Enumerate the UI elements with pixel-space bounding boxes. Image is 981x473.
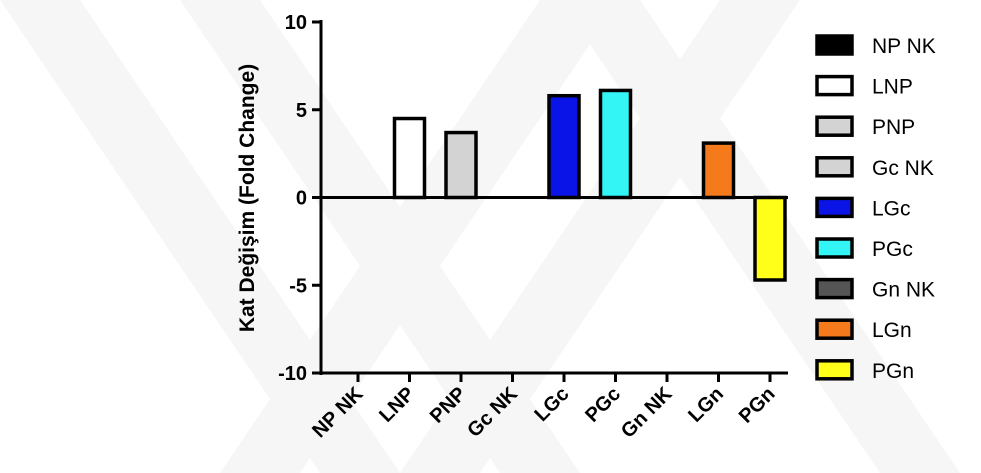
legend-label: LNP — [872, 76, 913, 99]
legend-swatch — [815, 237, 854, 259]
x-tick-label: LNP — [375, 383, 419, 427]
y-tick-label: 0 — [296, 188, 307, 210]
legend-label: NP NK — [872, 35, 936, 58]
legend-swatch — [815, 156, 854, 178]
bar-pgc — [598, 88, 633, 200]
legend-swatch — [815, 196, 854, 219]
y-tick-label: 10 — [285, 12, 307, 34]
legend-label: PGc — [872, 238, 913, 261]
x-tick-label: PGc — [581, 383, 625, 427]
x-tick-label: LGn — [684, 383, 728, 427]
y-tick-label: -10 — [278, 363, 307, 385]
legend-label: PNP — [872, 116, 915, 139]
legend-swatch — [815, 318, 854, 340]
legend-label: LGc — [872, 197, 911, 220]
bar-lgn — [701, 141, 736, 200]
legend-swatch — [815, 115, 854, 137]
bar-lnp — [392, 116, 427, 200]
x-tick-label: Gn NK — [617, 383, 677, 443]
watermark — [0, 0, 960, 473]
legend-label: Gn NK — [872, 279, 935, 302]
legend-swatch — [815, 359, 854, 381]
x-tick-label: PGn — [735, 383, 780, 428]
legend-label: Gc NK — [872, 157, 934, 180]
legend-swatch — [815, 34, 854, 56]
y-axis-title: Kat Değişim (Fold Change) — [236, 64, 259, 332]
legend-label: PGn — [872, 360, 914, 383]
legend-swatch — [815, 277, 854, 300]
bar-pnp — [444, 130, 478, 200]
bar-pgn — [753, 195, 787, 282]
bar-lgc — [547, 93, 581, 200]
legend-label: LGn — [872, 319, 912, 342]
legend: NP NK LNP PNP Gc NK LGc PGc Gn NK LGn PGn — [815, 34, 936, 383]
legend-swatch — [815, 74, 854, 97]
y-tick-label: -5 — [289, 275, 307, 297]
y-tick-label: 5 — [296, 100, 307, 122]
